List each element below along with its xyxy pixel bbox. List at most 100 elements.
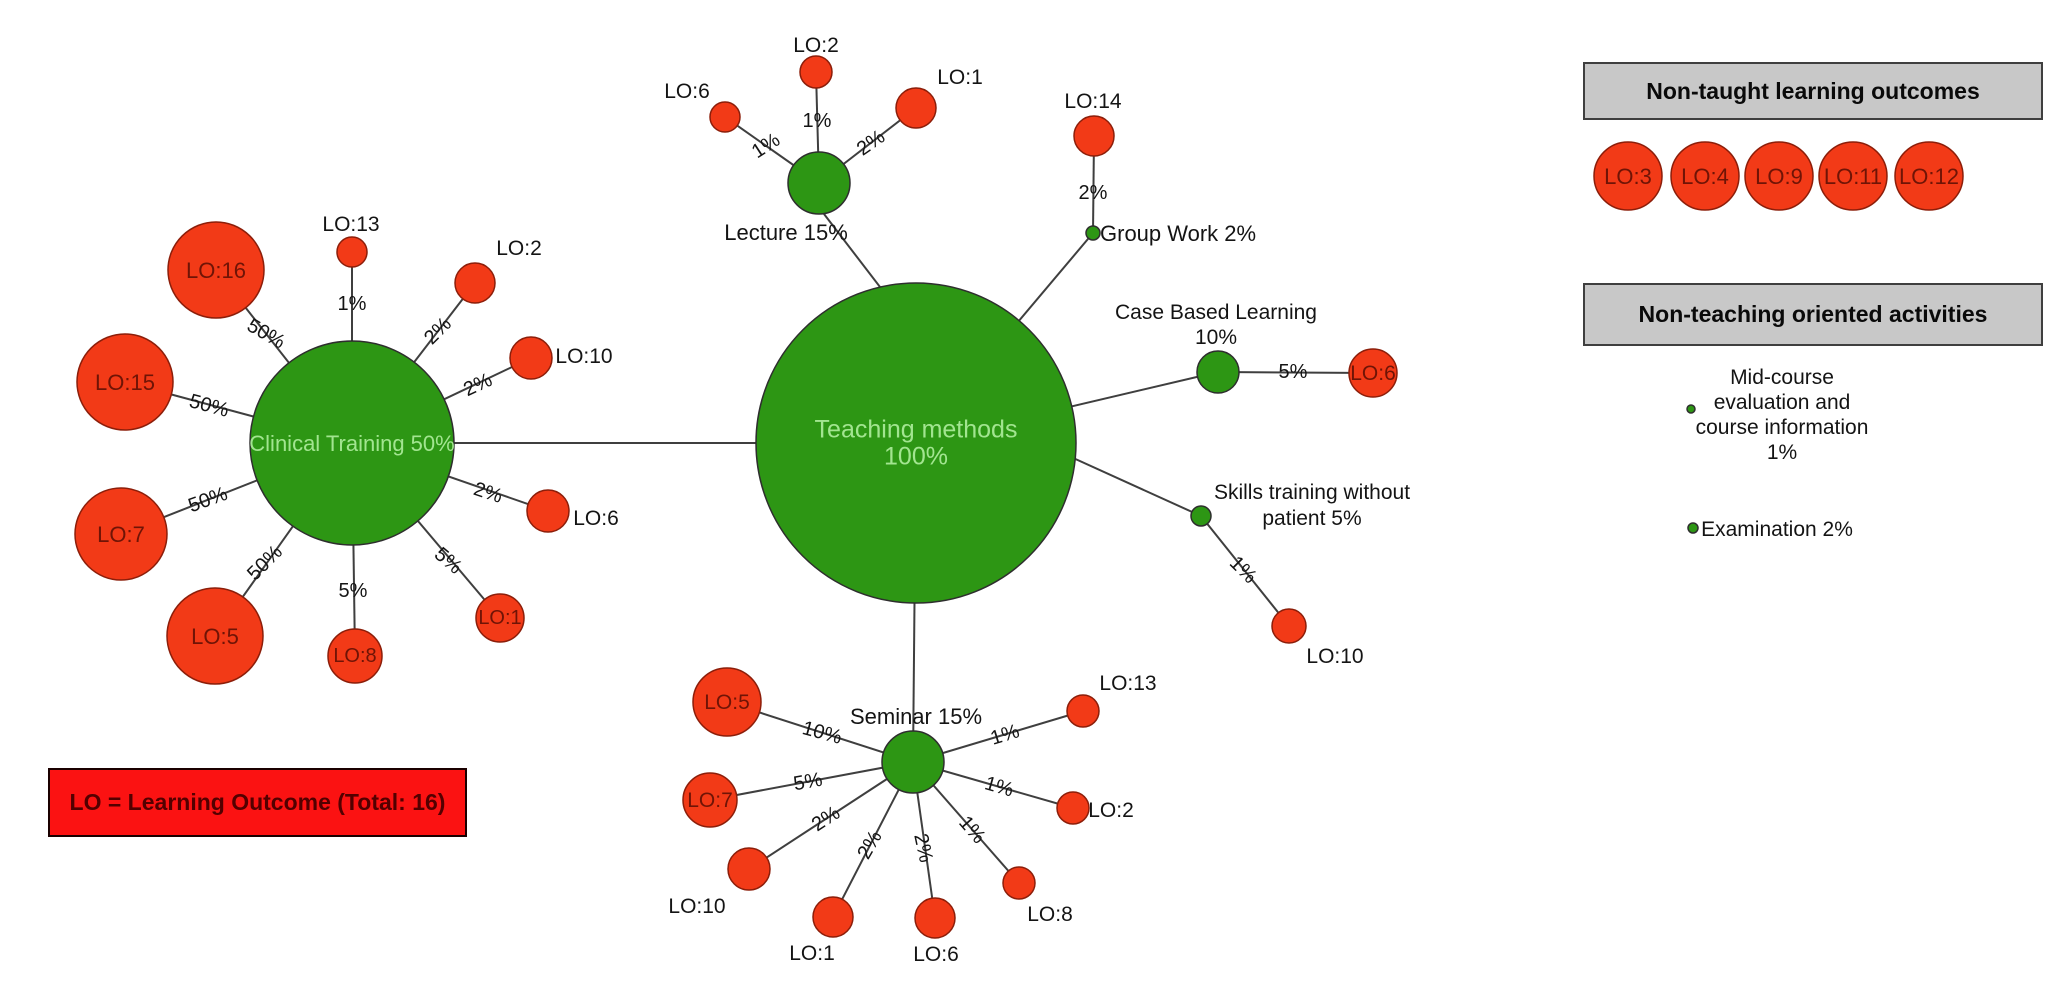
clinical-lo13-label: LO:13 xyxy=(322,213,379,236)
node-p_lo12 xyxy=(1894,141,1964,211)
edge-label-skills-s_lo10: 1% xyxy=(1225,552,1261,588)
edge-label-seminar-se_lo2: 1% xyxy=(982,772,1016,801)
node-c_lo6 xyxy=(526,489,570,533)
lecture-lo2-label: LO:2 xyxy=(793,34,839,57)
node-label-p_lo3: LO:3 xyxy=(1604,164,1652,189)
edge-label-seminar-se_lo5: 10% xyxy=(800,717,845,749)
cbl-title: Case Based Learning 10% xyxy=(1115,301,1317,349)
edge-label-clinical-c_lo8: 5% xyxy=(339,580,368,602)
edge-label-clinical-c_lo16: 50% xyxy=(243,314,289,353)
node-c_lo2 xyxy=(454,262,496,304)
node-label-p_lo9: LO:9 xyxy=(1755,164,1803,189)
edge-label-clinical-c_lo13: 1% xyxy=(338,293,367,315)
node-se_lo10 xyxy=(727,847,771,891)
node-s_lo10 xyxy=(1271,608,1307,644)
seminar-lo13-label: LO:13 xyxy=(1099,672,1156,695)
edge-label-lecture-l_lo2: 1% xyxy=(803,110,832,132)
node-label-c_lo5: LO:5 xyxy=(191,624,239,649)
node-l_lo6 xyxy=(709,101,741,133)
midcourse-activity-label: Mid-course evaluation and course informati… xyxy=(1696,366,1869,464)
node-skills xyxy=(1190,505,1212,527)
edge-label-seminar-se_lo7: 5% xyxy=(792,769,825,796)
node-c_lo7 xyxy=(74,487,168,581)
groupwork-lo14-label: LO:14 xyxy=(1064,90,1122,113)
edge-label-clinical-c_lo6: 2% xyxy=(471,478,505,508)
seminar-lo10-label: LO:10 xyxy=(668,895,725,918)
non-taught-header: Non-taught learning outcomes xyxy=(1583,62,2043,120)
node-seminar xyxy=(881,730,945,794)
node-c_lo10 xyxy=(509,336,553,380)
node-label-c_lo15: LO:15 xyxy=(95,370,155,395)
edge-label-clinical-c_lo7: 50% xyxy=(185,483,230,517)
node-l_lo2 xyxy=(799,55,833,89)
lecture-lo6-label: LO:6 xyxy=(664,80,710,103)
node-se_lo6 xyxy=(914,897,956,939)
node-label-p_lo11: LO:11 xyxy=(1824,164,1882,189)
node-lecture xyxy=(787,151,851,215)
node-g_lo14 xyxy=(1073,115,1115,157)
node-c_lo16 xyxy=(167,221,265,319)
node-cb_lo6 xyxy=(1348,348,1398,398)
skills-title: Skills training without patient 5% xyxy=(1214,481,1410,530)
node-se_lo8 xyxy=(1002,866,1036,900)
seminar-lo8-label: LO:8 xyxy=(1027,903,1073,926)
edge-label-seminar-se_lo10: 2% xyxy=(808,802,844,836)
node-label-se_lo7: LO:7 xyxy=(687,789,733,812)
edge-label-lecture-l_lo1: 2% xyxy=(853,126,889,161)
non-teaching-header-label: Non-teaching oriented activities xyxy=(1638,301,1988,327)
node-label-p_lo12: LO:12 xyxy=(1899,164,1959,189)
edge-label-seminar-se_lo1: 2% xyxy=(853,827,887,863)
seminar-lo2-label: LO:2 xyxy=(1088,799,1134,822)
lecture-lo1-label: LO:1 xyxy=(937,66,983,89)
edge-skills-s_lo10 xyxy=(1200,515,1290,627)
non-taught-header-label: Non-taught learning outcomes xyxy=(1646,77,1980,104)
node-exam_dot xyxy=(1687,522,1699,534)
node-se_lo2 xyxy=(1056,791,1090,825)
node-se_lo7 xyxy=(682,772,738,828)
node-midcourse_dot xyxy=(1686,404,1696,414)
edge-label-lecture-l_lo6: 1% xyxy=(748,129,784,163)
edge-label-seminar-se_lo6: 2% xyxy=(909,832,937,865)
node-label-c_lo16: LO:16 xyxy=(186,258,246,283)
node-se_lo1 xyxy=(812,896,854,938)
seminar-lo1-label: LO:1 xyxy=(789,942,835,965)
node-label-c_lo7: LO:7 xyxy=(97,522,145,547)
node-c_lo15 xyxy=(76,333,174,431)
node-c_lo1 xyxy=(475,593,525,643)
lecture-title: Lecture 15% xyxy=(724,220,848,245)
clinical-lo2-label: LO:2 xyxy=(496,237,542,260)
legend-label: LO = Learning Outcome (Total: 16) xyxy=(69,789,446,815)
edge-label-seminar-se_lo13: 1% xyxy=(988,720,1022,750)
edge-label-cbl-cb_lo6: 5% xyxy=(1279,361,1308,383)
edge-label-clinical-c_lo15: 50% xyxy=(187,390,232,422)
node-label-c_lo8: LO:8 xyxy=(333,645,376,667)
node-se_lo5 xyxy=(692,667,762,737)
edge-label-clinical-c_lo10: 2% xyxy=(460,369,496,401)
seminar-title: Seminar 15% xyxy=(850,704,982,729)
node-p_lo4 xyxy=(1670,141,1740,211)
node-l_lo1 xyxy=(895,87,937,129)
edge-label-clinical-c_lo5: 50% xyxy=(243,541,287,585)
node-label-c_lo1: LO:1 xyxy=(478,607,521,629)
edge-label-clinical-c_lo2: 2% xyxy=(420,313,456,349)
node-label-p_lo4: LO:4 xyxy=(1681,164,1729,189)
clinical-lo6-label: LO:6 xyxy=(573,507,619,530)
node-clinical xyxy=(249,340,455,546)
edge-cbl-cb_lo6 xyxy=(1217,371,1374,374)
node-c_lo8 xyxy=(327,628,383,684)
node-label-teaching: Teaching methods 100% xyxy=(815,416,1018,471)
seminar-lo6-label: LO:6 xyxy=(913,943,959,966)
edge-skills-teaching xyxy=(1059,451,1202,517)
groupwork-title: Group Work 2% xyxy=(1100,221,1256,246)
node-label-clinical: Clinical Training 50% xyxy=(249,431,454,456)
clinical-lo10-label: LO:10 xyxy=(555,345,612,368)
node-groupwork xyxy=(1085,225,1101,241)
node-label-cb_lo6: LO:6 xyxy=(1350,362,1396,385)
node-c_lo13 xyxy=(336,236,368,268)
edge-seminar-se_lo10 xyxy=(748,761,914,870)
edge-label-clinical-c_lo1: 5% xyxy=(430,543,466,579)
legend-box: LO = Learning Outcome (Total: 16) xyxy=(48,768,467,837)
non-teaching-header: Non-teaching oriented activities xyxy=(1583,283,2043,346)
